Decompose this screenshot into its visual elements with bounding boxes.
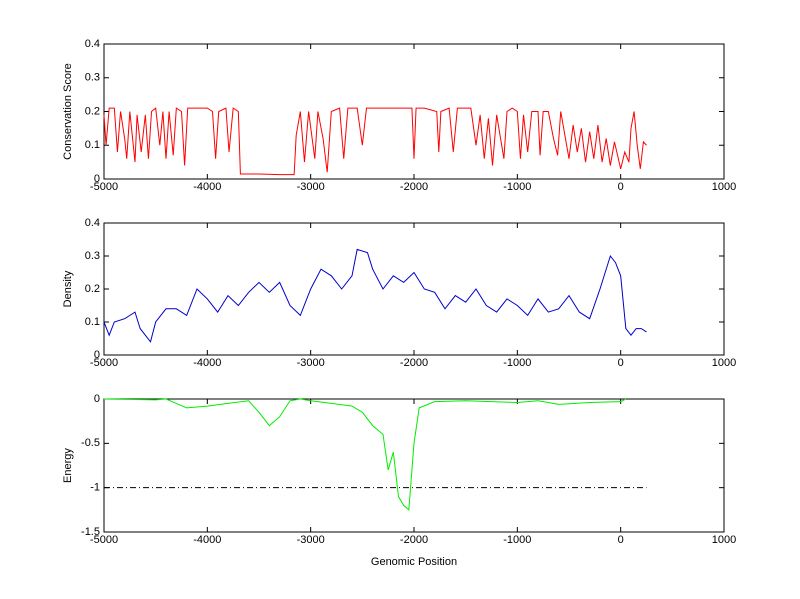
y-tick-label: -0.5 [81,437,100,449]
x-tick-label: -1000 [503,357,531,369]
y-tick-label: 0 [94,349,100,361]
x-tick-label: -2000 [400,357,428,369]
y-tick-label: 0.3 [85,250,100,262]
y-tick-label: -1 [90,482,100,494]
y-tick-label: -1.5 [81,526,100,538]
y-tick-label: 0.3 [85,72,100,84]
y-tick-label: 0.2 [85,105,100,117]
x-tick-label: 0 [618,181,624,193]
x-tick-label: -1000 [503,181,531,193]
y-tick-label: 0.4 [85,38,100,50]
y-tick-label: 0.2 [85,283,100,295]
x-tick-label: -1000 [503,534,531,546]
x-tick-label: -2000 [400,534,428,546]
y-tick-label: 0 [94,173,100,185]
data-line [103,398,627,511]
x-tick-label: -4000 [193,534,221,546]
x-tick-label: -4000 [193,181,221,193]
axes-box [103,398,725,533]
x-tick-label: -5000 [90,181,118,193]
x-tick-label: 1000 [712,181,736,193]
x-tick-label: -3000 [297,357,325,369]
x-tick-label: -3000 [297,534,325,546]
data-line [103,248,647,343]
x-tick-label: -5000 [90,357,118,369]
x-tick-label: 0 [618,357,624,369]
x-tick-label: -2000 [400,181,428,193]
y-axis-label: Conservation Score [62,63,74,160]
x-tick-label: 1000 [712,534,736,546]
y-tick-label: 0.1 [85,139,100,151]
y-tick-label: 0.1 [85,316,100,328]
y-axis-label: Energy [62,448,74,483]
axes-box [103,222,725,356]
y-tick-label: 0 [94,393,100,405]
x-tick-label: -4000 [193,357,221,369]
x-tick-label: -5000 [90,534,118,546]
x-tick-label: 1000 [712,357,736,369]
x-tick-label: 0 [618,534,624,546]
y-axis-label: Density [62,270,74,307]
x-tick-label: -3000 [297,181,325,193]
x-axis-label: Genomic Position [371,556,457,568]
data-line [103,107,647,176]
y-tick-label: 0.4 [85,217,100,229]
